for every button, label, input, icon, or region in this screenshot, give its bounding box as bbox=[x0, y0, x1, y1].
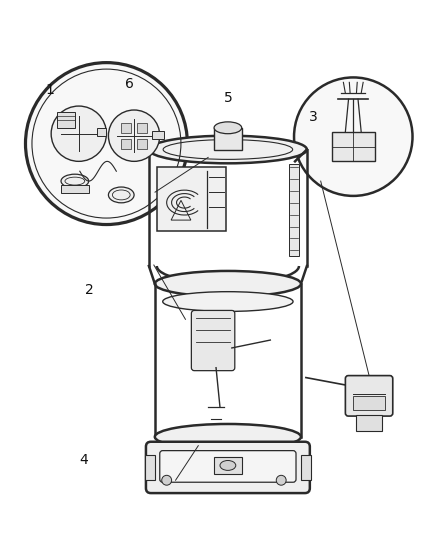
FancyBboxPatch shape bbox=[353, 396, 385, 410]
Text: 4: 4 bbox=[79, 453, 88, 466]
FancyBboxPatch shape bbox=[121, 139, 131, 149]
FancyBboxPatch shape bbox=[146, 442, 310, 493]
FancyBboxPatch shape bbox=[96, 128, 106, 136]
Text: 1: 1 bbox=[46, 83, 55, 97]
FancyBboxPatch shape bbox=[137, 123, 147, 133]
FancyBboxPatch shape bbox=[346, 376, 393, 416]
Ellipse shape bbox=[162, 475, 172, 485]
Ellipse shape bbox=[220, 461, 236, 471]
FancyBboxPatch shape bbox=[289, 164, 299, 256]
Ellipse shape bbox=[163, 292, 293, 311]
FancyBboxPatch shape bbox=[332, 132, 375, 161]
FancyBboxPatch shape bbox=[191, 310, 235, 370]
Circle shape bbox=[25, 62, 187, 224]
FancyBboxPatch shape bbox=[160, 450, 296, 482]
Circle shape bbox=[109, 110, 160, 161]
FancyBboxPatch shape bbox=[137, 139, 147, 149]
FancyBboxPatch shape bbox=[157, 167, 226, 231]
Ellipse shape bbox=[276, 475, 286, 485]
FancyBboxPatch shape bbox=[145, 455, 155, 480]
Ellipse shape bbox=[155, 271, 301, 296]
FancyBboxPatch shape bbox=[57, 112, 75, 128]
Ellipse shape bbox=[149, 136, 307, 163]
Ellipse shape bbox=[155, 424, 301, 450]
Text: 3: 3 bbox=[309, 110, 318, 124]
Circle shape bbox=[294, 77, 413, 196]
FancyBboxPatch shape bbox=[121, 123, 131, 133]
Text: 5: 5 bbox=[223, 91, 232, 105]
Text: 6: 6 bbox=[125, 77, 134, 91]
FancyBboxPatch shape bbox=[356, 415, 382, 431]
FancyBboxPatch shape bbox=[61, 185, 88, 193]
Ellipse shape bbox=[214, 122, 242, 134]
Circle shape bbox=[51, 106, 106, 161]
Text: 2: 2 bbox=[85, 282, 94, 297]
FancyBboxPatch shape bbox=[214, 128, 242, 149]
FancyBboxPatch shape bbox=[214, 457, 242, 474]
Ellipse shape bbox=[61, 174, 88, 188]
Ellipse shape bbox=[109, 187, 134, 203]
FancyBboxPatch shape bbox=[301, 455, 311, 480]
FancyBboxPatch shape bbox=[152, 131, 164, 139]
